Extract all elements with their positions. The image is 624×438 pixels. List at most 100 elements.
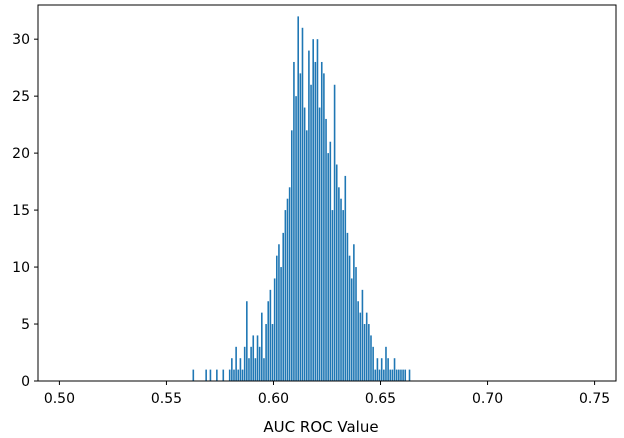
histogram-bar <box>383 369 385 381</box>
histogram-bar <box>348 255 351 381</box>
x-tick-label: 0.75 <box>579 391 610 407</box>
histogram-bar <box>290 130 293 381</box>
x-axis-label: AUC ROC Value <box>263 418 378 436</box>
y-tick-label: 20 <box>12 146 30 162</box>
histogram-bar <box>254 358 257 381</box>
x-tick-label: 0.60 <box>258 391 289 407</box>
histogram-bar <box>246 301 248 381</box>
histogram-bar <box>263 358 265 381</box>
histogram-bar <box>325 118 327 381</box>
histogram-bar <box>344 175 347 381</box>
histogram-bar <box>228 369 231 381</box>
histogram-bar <box>271 324 274 381</box>
histogram-bar <box>357 301 359 381</box>
histogram-bar <box>278 244 280 381</box>
x-tick-label: 0.70 <box>472 391 503 407</box>
histogram-bar <box>237 369 240 381</box>
histogram-bar <box>346 232 349 381</box>
plot-frame <box>37 4 617 382</box>
histogram-bar <box>387 358 389 381</box>
histogram-bar <box>359 312 362 381</box>
histogram-bar <box>393 358 396 381</box>
histogram-bar <box>231 358 233 381</box>
y-tick-label: 10 <box>12 260 30 276</box>
histogram-bar <box>404 369 407 381</box>
histogram-bar <box>389 369 392 381</box>
histogram-bar <box>376 358 379 381</box>
histogram-bar <box>368 324 370 381</box>
histogram-bar <box>284 210 287 381</box>
histogram-bar <box>353 244 355 381</box>
x-axis-ticks: 0.50 0.55 0.60 0.65 0.70 0.75 <box>44 381 610 407</box>
y-tick-label: 15 <box>12 203 30 219</box>
histogram-bar <box>400 369 402 381</box>
histogram-bar <box>248 358 250 381</box>
histogram-bar <box>312 39 314 381</box>
histogram-bar <box>250 346 252 381</box>
histogram-bar <box>374 369 377 381</box>
y-tick-label: 30 <box>12 32 30 48</box>
histogram-bar <box>402 369 404 381</box>
histogram-bar <box>329 141 332 381</box>
histogram-bar <box>365 312 368 381</box>
histogram-bar <box>265 324 267 381</box>
histogram-bar <box>363 324 366 381</box>
histogram-bar <box>239 358 242 381</box>
histogram-bar <box>408 369 411 381</box>
histogram-bar <box>269 289 272 381</box>
y-tick-label: 5 <box>21 317 30 333</box>
histogram-bar <box>252 335 255 381</box>
histogram-bar <box>316 39 319 381</box>
histogram-bar <box>235 346 237 381</box>
histogram-bar <box>361 289 364 381</box>
histogram-bar <box>233 369 235 381</box>
histogram-bar <box>331 210 334 381</box>
histogram-bar <box>320 61 323 381</box>
y-tick-label: 25 <box>12 89 30 105</box>
histogram-bar <box>241 369 244 381</box>
histogram-bar <box>303 107 306 381</box>
histogram-bar <box>216 369 218 381</box>
histogram-bar <box>314 61 317 381</box>
histogram-bar <box>338 187 340 381</box>
x-tick-label: 0.50 <box>44 391 75 407</box>
histogram-bar <box>280 267 282 381</box>
histogram-bar <box>273 278 276 381</box>
histogram-bar <box>282 232 285 381</box>
histogram-bar <box>395 369 398 381</box>
histogram-bar <box>342 210 344 381</box>
histogram-bar <box>335 164 338 381</box>
histogram-bar <box>370 335 372 381</box>
x-tick-label: 0.65 <box>365 391 396 407</box>
y-axis-ticks: 0 5 10 15 20 25 30 <box>12 32 38 390</box>
histogram-bar <box>340 198 342 381</box>
histogram-bar <box>288 187 291 381</box>
histogram-bar <box>275 255 278 381</box>
histogram-bar <box>286 198 289 381</box>
histogram-bar <box>372 346 374 381</box>
histogram-bar <box>378 369 381 381</box>
histogram-bar <box>385 346 387 381</box>
histogram-bars <box>192 16 411 382</box>
histogram-bar <box>323 73 325 381</box>
histogram-bar <box>310 84 312 382</box>
histogram-bar <box>297 16 300 381</box>
histogram-bar <box>222 369 225 381</box>
histogram-bar <box>293 61 295 381</box>
histogram-bar <box>398 369 400 381</box>
x-tick-label: 0.55 <box>151 391 182 407</box>
histogram-bar <box>318 107 321 381</box>
histogram-bar <box>267 301 270 381</box>
histogram-bar <box>350 278 353 381</box>
y-tick-label: 0 <box>21 374 30 390</box>
histogram-bar <box>258 346 261 381</box>
histogram-bar <box>299 73 302 381</box>
histogram-bar <box>391 369 394 381</box>
histogram-bar <box>192 369 195 381</box>
histogram-bar <box>333 84 336 382</box>
histogram-bar <box>209 369 212 381</box>
histogram-bar <box>327 153 329 381</box>
histogram-bar <box>355 267 357 381</box>
histogram-bar <box>205 369 207 381</box>
